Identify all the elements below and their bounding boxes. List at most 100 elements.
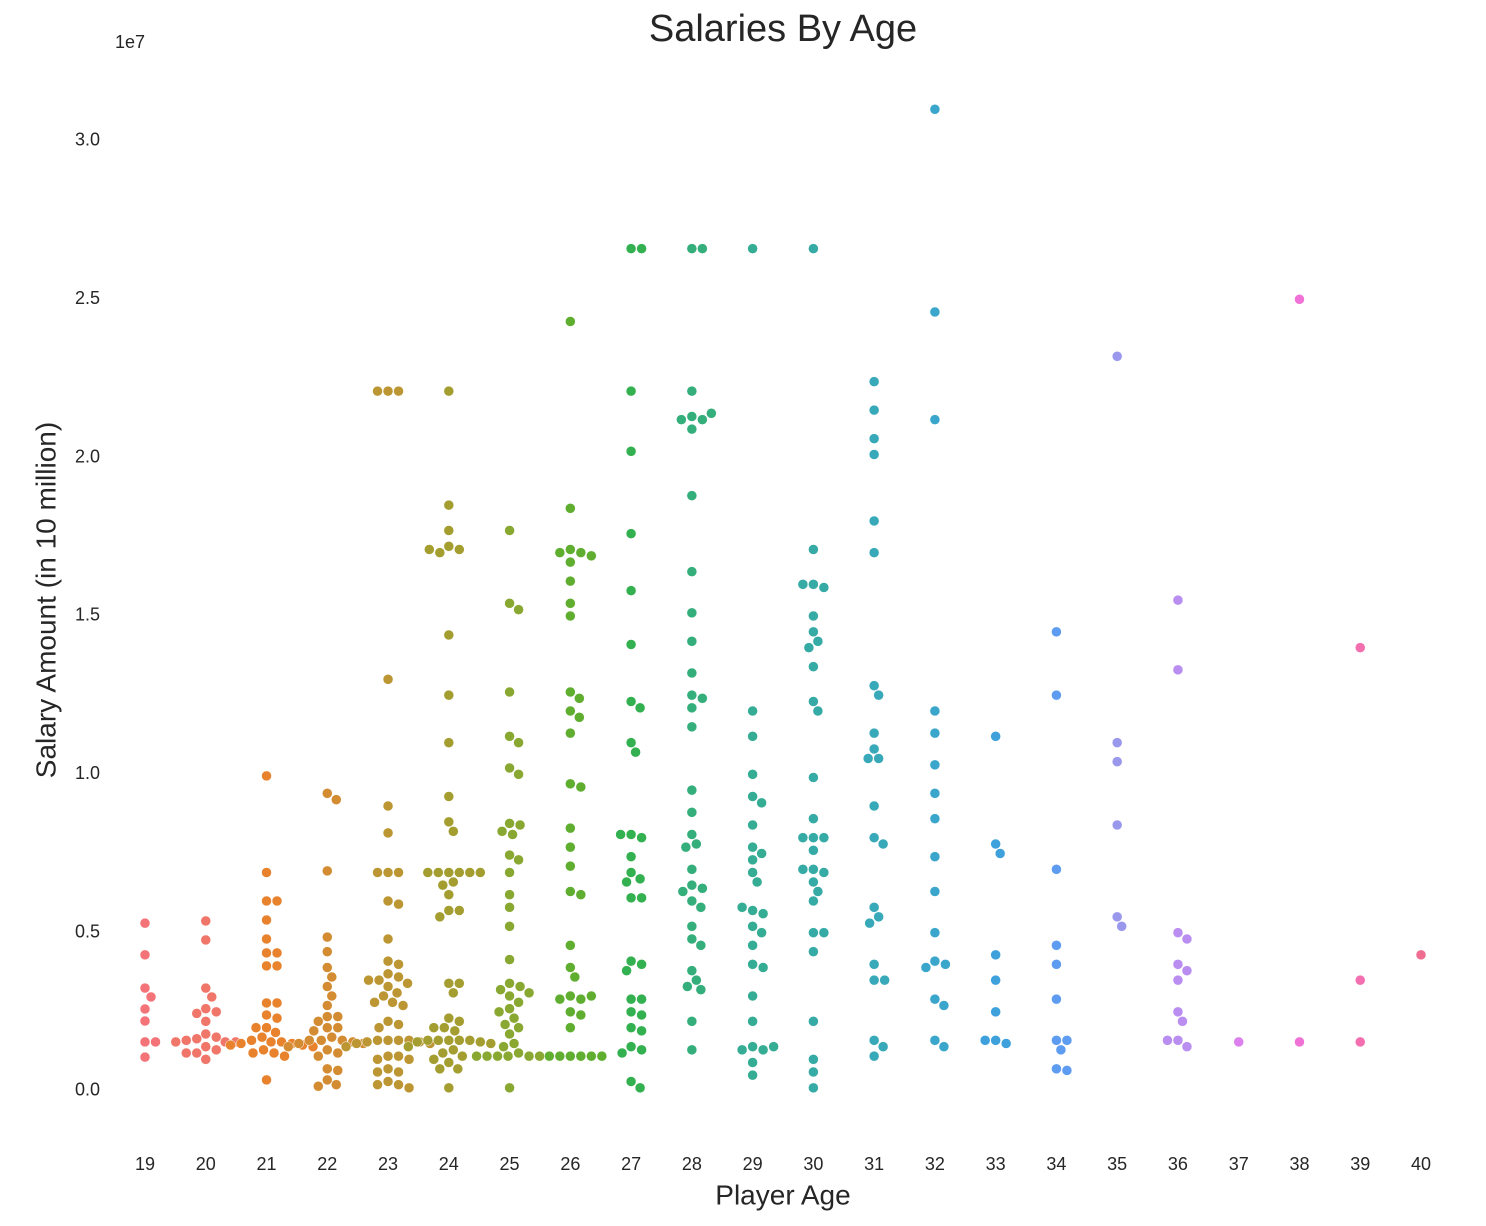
data-point bbox=[1294, 1036, 1305, 1048]
data-point bbox=[1172, 974, 1184, 986]
data-point bbox=[691, 838, 702, 850]
data-point bbox=[261, 1022, 272, 1033]
data-point bbox=[630, 746, 641, 758]
data-point bbox=[246, 1035, 257, 1046]
data-point bbox=[1061, 1065, 1073, 1076]
data-point bbox=[929, 1035, 941, 1046]
data-point bbox=[454, 978, 465, 989]
data-point bbox=[686, 385, 698, 397]
x-tick-label: 22 bbox=[317, 1154, 337, 1174]
data-point bbox=[322, 1000, 333, 1011]
data-point bbox=[868, 959, 880, 970]
data-point bbox=[747, 1069, 758, 1081]
data-point bbox=[270, 1027, 281, 1038]
data-point bbox=[920, 962, 932, 973]
data-point bbox=[268, 1047, 280, 1059]
data-point bbox=[586, 1050, 597, 1062]
data-point bbox=[747, 990, 758, 1002]
data-point bbox=[686, 895, 698, 907]
data-point bbox=[586, 550, 597, 562]
data-point bbox=[751, 876, 763, 888]
data-point bbox=[686, 243, 698, 254]
data-point bbox=[351, 1038, 362, 1049]
data-point bbox=[139, 1036, 151, 1048]
data-point bbox=[808, 1082, 819, 1094]
data-point bbox=[990, 949, 1001, 961]
data-point bbox=[565, 1050, 576, 1062]
data-point bbox=[372, 1079, 383, 1090]
data-point bbox=[534, 1050, 545, 1062]
y-tick-label: 2.0 bbox=[75, 446, 100, 466]
data-point bbox=[575, 993, 587, 1005]
data-point bbox=[514, 981, 526, 992]
data-point bbox=[211, 1044, 222, 1056]
data-point bbox=[322, 1022, 333, 1033]
data-point bbox=[439, 1022, 450, 1033]
data-point bbox=[625, 851, 637, 862]
data-point bbox=[868, 800, 880, 812]
data-point bbox=[434, 911, 446, 923]
data-point bbox=[625, 639, 637, 650]
data-point bbox=[929, 759, 941, 771]
data-point bbox=[686, 411, 698, 422]
data-point bbox=[868, 727, 880, 739]
data-point bbox=[1172, 959, 1184, 970]
data-point bbox=[868, 902, 880, 913]
data-point bbox=[145, 991, 157, 1003]
data-point bbox=[929, 414, 941, 425]
data-point bbox=[513, 997, 524, 1008]
data-point bbox=[565, 841, 576, 853]
data-point bbox=[736, 1044, 748, 1056]
data-point bbox=[1111, 819, 1123, 831]
data-point bbox=[812, 705, 824, 717]
data-point bbox=[697, 883, 708, 894]
data-point bbox=[575, 1050, 587, 1062]
data-point bbox=[686, 566, 698, 577]
data-point bbox=[322, 981, 333, 992]
data-point bbox=[139, 917, 151, 929]
data-point bbox=[596, 1050, 608, 1062]
data-point bbox=[868, 515, 880, 527]
data-point bbox=[625, 737, 637, 748]
data-point bbox=[1415, 949, 1427, 961]
data-point bbox=[565, 860, 576, 872]
data-point bbox=[523, 987, 535, 999]
data-point bbox=[496, 826, 508, 837]
data-point bbox=[261, 895, 272, 907]
data-point bbox=[990, 838, 1001, 850]
x-tick-label: 32 bbox=[925, 1154, 945, 1174]
data-point bbox=[818, 867, 830, 878]
data-point bbox=[747, 905, 758, 916]
data-point bbox=[504, 525, 515, 536]
data-point bbox=[139, 982, 151, 994]
data-point bbox=[428, 1054, 440, 1065]
data-point bbox=[812, 886, 824, 897]
data-point bbox=[443, 385, 455, 397]
data-point bbox=[625, 1006, 637, 1018]
data-point bbox=[625, 1041, 637, 1052]
data-point bbox=[1051, 689, 1062, 701]
data-point bbox=[634, 873, 646, 885]
data-point bbox=[434, 547, 446, 558]
data-point bbox=[504, 1082, 515, 1094]
data-point bbox=[485, 1038, 497, 1049]
data-point bbox=[677, 886, 689, 897]
data-point bbox=[994, 848, 1006, 859]
data-point bbox=[879, 974, 890, 986]
data-point bbox=[565, 962, 576, 973]
data-point bbox=[756, 927, 767, 938]
data-point bbox=[625, 385, 637, 397]
data-point bbox=[513, 604, 524, 615]
data-point bbox=[504, 731, 515, 742]
data-point bbox=[625, 243, 637, 254]
data-point bbox=[443, 905, 455, 916]
data-point bbox=[808, 845, 819, 856]
data-point bbox=[565, 1022, 576, 1033]
data-point bbox=[808, 610, 819, 622]
data-point bbox=[697, 414, 708, 425]
data-point bbox=[373, 974, 385, 986]
data-point bbox=[868, 680, 880, 691]
data-point bbox=[261, 770, 272, 782]
data-point bbox=[990, 974, 1001, 986]
data-point bbox=[211, 1006, 222, 1018]
